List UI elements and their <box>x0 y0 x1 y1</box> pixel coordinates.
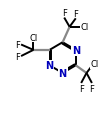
Text: F: F <box>15 52 20 61</box>
Text: Cl: Cl <box>29 34 38 43</box>
Text: F: F <box>89 84 94 93</box>
Text: F: F <box>73 9 78 18</box>
Text: N: N <box>46 61 54 71</box>
Text: F: F <box>79 84 84 93</box>
Text: F: F <box>15 41 20 50</box>
Text: N: N <box>59 68 67 78</box>
Text: Cl: Cl <box>90 60 98 69</box>
Text: Cl: Cl <box>80 23 88 32</box>
Text: N: N <box>72 46 80 55</box>
Text: F: F <box>62 9 67 18</box>
